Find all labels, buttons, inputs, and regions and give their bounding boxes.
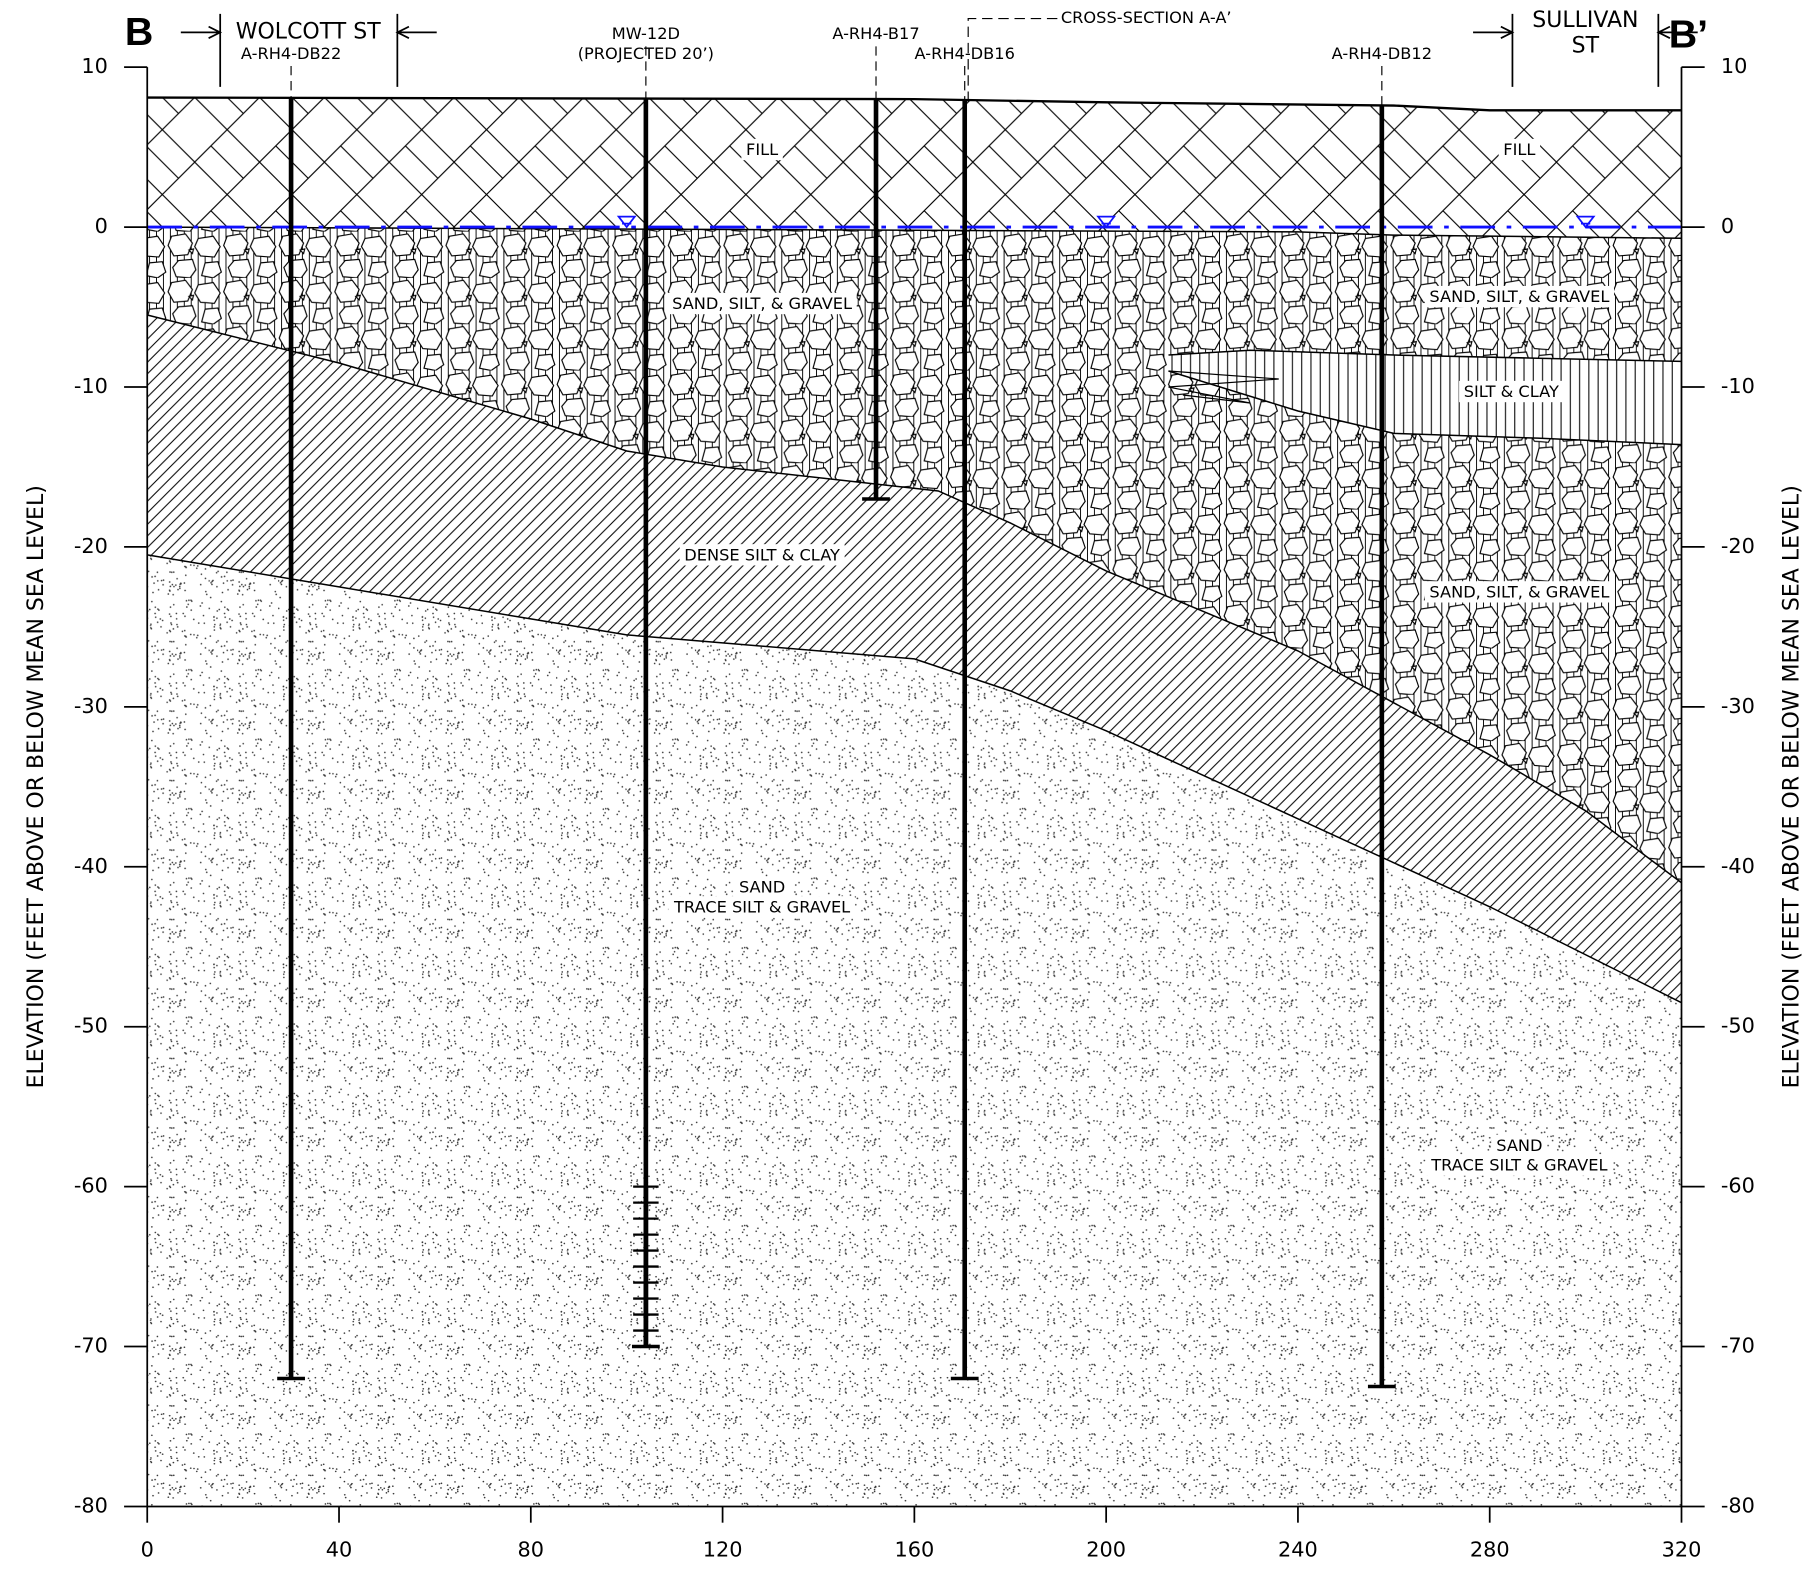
- section-marker: B’: [1669, 12, 1708, 56]
- y-tick-label: 10: [81, 54, 108, 78]
- borehole-label: A-RH4-DB22: [241, 44, 341, 63]
- layers: [147, 98, 1681, 1507]
- borehole-label: MW-12D: [612, 24, 680, 43]
- borehole-label: A-RH4-DB12: [1332, 44, 1432, 63]
- x-tick-label: 120: [703, 1537, 743, 1561]
- fill-layer: [147, 98, 1681, 239]
- x-tick-label: 280: [1470, 1537, 1510, 1561]
- y-tick-label: 0: [1721, 214, 1734, 238]
- x-tick-label: 240: [1278, 1537, 1318, 1561]
- y-tick-label: 0: [95, 214, 108, 238]
- y-tick-label: -40: [74, 854, 108, 878]
- y-tick-label: -70: [1721, 1334, 1755, 1358]
- y-axis-label: ELEVATION (FEET ABOVE OR BELOW MEAN SEA …: [24, 485, 49, 1088]
- layer-label: SAND, SILT, & GRAVEL: [1429, 287, 1609, 306]
- layer-label: FILL: [1503, 140, 1535, 159]
- cross-section-label: CROSS-SECTION A-A’: [1061, 8, 1232, 27]
- y-tick-label: -60: [74, 1174, 108, 1198]
- x-tick-label: 160: [894, 1537, 934, 1561]
- borehole-label: A-RH4-DB16: [915, 44, 1015, 63]
- layer-label: SAND: [739, 878, 785, 897]
- street-name: ST: [1572, 33, 1600, 58]
- y-tick-label: -80: [74, 1493, 108, 1517]
- y-tick-label: -30: [1721, 694, 1755, 718]
- layer-label: DENSE SILT & CLAY: [684, 545, 840, 564]
- x-tick-label: 40: [326, 1537, 353, 1561]
- y-tick-label: -50: [1721, 1014, 1755, 1038]
- y-tick-label: -50: [74, 1014, 108, 1038]
- y-tick-label: -40: [1721, 854, 1755, 878]
- section-marker: B: [125, 10, 153, 54]
- layer-label: SAND, SILT, & GRAVEL: [672, 294, 852, 313]
- street-name: SULLIVAN: [1532, 8, 1638, 33]
- x-tick-label: 0: [141, 1537, 154, 1561]
- layer-label: FILL: [746, 140, 778, 159]
- y-axis-label: ELEVATION (FEET ABOVE OR BELOW MEAN SEA …: [1780, 485, 1805, 1088]
- x-tick-label: 200: [1086, 1537, 1126, 1561]
- layer-label: TRACE SILT & GRAVEL: [673, 897, 850, 916]
- y-tick-label: -80: [1721, 1493, 1755, 1517]
- layer-label: SAND: [1496, 1136, 1542, 1155]
- y-tick-label: -20: [1721, 534, 1755, 558]
- x-tick-label: 80: [518, 1537, 545, 1561]
- layer-label: SILT & CLAY: [1464, 382, 1559, 401]
- layer-label: SAND, SILT, & GRAVEL: [1429, 582, 1609, 601]
- y-tick-label: 10: [1721, 54, 1748, 78]
- layer-label: TRACE SILT & GRAVEL: [1430, 1156, 1607, 1175]
- borehole-label: A-RH4-B17: [832, 24, 919, 43]
- street-name: WOLCOTT ST: [236, 19, 381, 44]
- y-tick-label: -60: [1721, 1174, 1755, 1198]
- x-tick-label: 320: [1662, 1537, 1702, 1561]
- cross-section: 10 10 0 0 -10 -10 -20 -20 -30 -30 -40 -40 -50 -50 -60 -…: [0, 0, 1816, 1569]
- y-tick-label: -10: [1721, 374, 1755, 398]
- y-tick-label: -70: [74, 1334, 108, 1358]
- y-tick-label: -20: [74, 534, 108, 558]
- borehole-note: (PROJECTED 20’): [578, 44, 714, 63]
- y-tick-label: -10: [74, 374, 108, 398]
- y-tick-label: -30: [74, 694, 108, 718]
